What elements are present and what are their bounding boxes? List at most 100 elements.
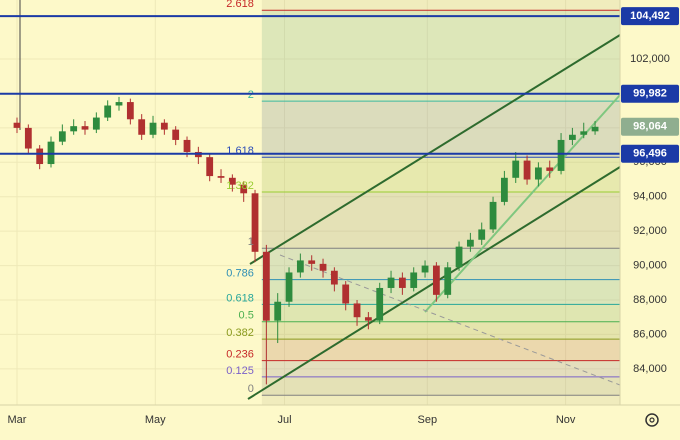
fib-label: 0.5 [239, 310, 254, 322]
candle-body [115, 102, 123, 106]
channel-upper [249, 34, 621, 265]
candle-body [262, 251, 270, 321]
candle-body [81, 126, 89, 130]
candle-body [500, 177, 508, 202]
candle-body [251, 193, 259, 252]
fib-band [261, 360, 620, 377]
candle-body [183, 139, 191, 152]
gear-ring [645, 413, 659, 427]
fib-band [261, 248, 620, 280]
candle-body [512, 160, 520, 178]
candle-body [126, 102, 134, 120]
x-tick-label: May [145, 414, 166, 426]
candle-body [568, 134, 576, 140]
fib-label: 0.125 [226, 365, 254, 377]
fib-label: 1.618 [226, 145, 254, 157]
candle-body [580, 131, 588, 135]
candle-body [70, 126, 78, 132]
candle-body [24, 127, 32, 149]
y-tick-label: 88,000 [633, 294, 667, 306]
x-tick-label: Jul [277, 414, 291, 426]
candle-body [398, 277, 406, 288]
candle-body [58, 131, 66, 142]
y-tick-label: 86,000 [633, 328, 667, 340]
candle-body [376, 287, 384, 321]
x-tick-label: Mar [8, 414, 27, 426]
candle-body [172, 129, 180, 140]
fib-band [261, 321, 620, 340]
candle-body [410, 272, 418, 288]
candle-body [206, 157, 214, 177]
last-price-label: 98,064 [633, 121, 668, 133]
fib-label: 0.382 [226, 327, 254, 339]
y-tick-label: 92,000 [633, 225, 667, 237]
fib-band [261, 157, 620, 193]
fib-band [261, 339, 620, 361]
fib-band [261, 304, 620, 322]
fib-label: 1.382 [226, 180, 254, 192]
candle-body [285, 272, 293, 302]
trend-line [424, 94, 621, 313]
candle-body [387, 277, 395, 288]
candle-body [534, 167, 542, 180]
price-box [621, 144, 679, 163]
fib-band [261, 101, 620, 158]
y-tick-label: 102,000 [630, 53, 670, 65]
x-tick-label: Nov [556, 414, 576, 426]
candle-body [478, 229, 486, 240]
price-box [621, 7, 679, 26]
candle-body [455, 246, 463, 268]
fib-label: 1 [248, 236, 254, 248]
fib-band [261, 10, 620, 102]
candle-body [489, 201, 497, 230]
last-price-box [621, 117, 679, 136]
candles [13, 96, 599, 385]
settings-icon[interactable] [645, 413, 659, 427]
x-tick-label: Sep [418, 414, 438, 426]
dashed-trend [279, 254, 621, 386]
fib-label: 2 [248, 89, 254, 101]
fib-band [261, 279, 620, 305]
fib-label: 2.618 [226, 0, 254, 10]
candle-body [432, 265, 440, 295]
candle-body [364, 317, 372, 321]
gear-center [649, 417, 655, 423]
candle-body [13, 122, 21, 128]
y-tick-label: 94,000 [633, 191, 667, 203]
candle-body [330, 270, 338, 285]
fib-label: 0.236 [226, 348, 254, 360]
candle-body [546, 167, 554, 171]
fib-area [261, 0, 620, 405]
candle-body [421, 265, 429, 273]
fib-label: 0.786 [226, 268, 254, 280]
candle-body [319, 263, 327, 271]
candle-body [104, 105, 112, 118]
price-box-label: 96,496 [633, 148, 667, 160]
candle-body [217, 176, 225, 178]
fib-label: 0 [248, 383, 254, 395]
candle-body [444, 267, 452, 295]
candle-body [353, 303, 361, 318]
candle-body [36, 148, 44, 165]
y-tick-label: 84,000 [633, 363, 667, 375]
fib-band [261, 376, 620, 396]
candle-body [342, 284, 350, 304]
candle-body [228, 177, 236, 185]
candle-body [523, 160, 531, 180]
candle-body [557, 139, 565, 171]
price-levels: 84,00086,00088,00090,00092,00094,00096,0… [0, 0, 679, 426]
fib-label: 0.618 [226, 292, 254, 304]
candle-body [138, 119, 146, 135]
price-box-label: 104,492 [630, 10, 670, 22]
candle-body [466, 239, 474, 247]
candle-body [240, 184, 248, 194]
candle-body [149, 122, 157, 135]
candle-body [591, 126, 599, 132]
price-box [621, 84, 679, 103]
candle-body [92, 117, 100, 130]
candle-body [308, 260, 316, 264]
candle-body [296, 260, 304, 273]
